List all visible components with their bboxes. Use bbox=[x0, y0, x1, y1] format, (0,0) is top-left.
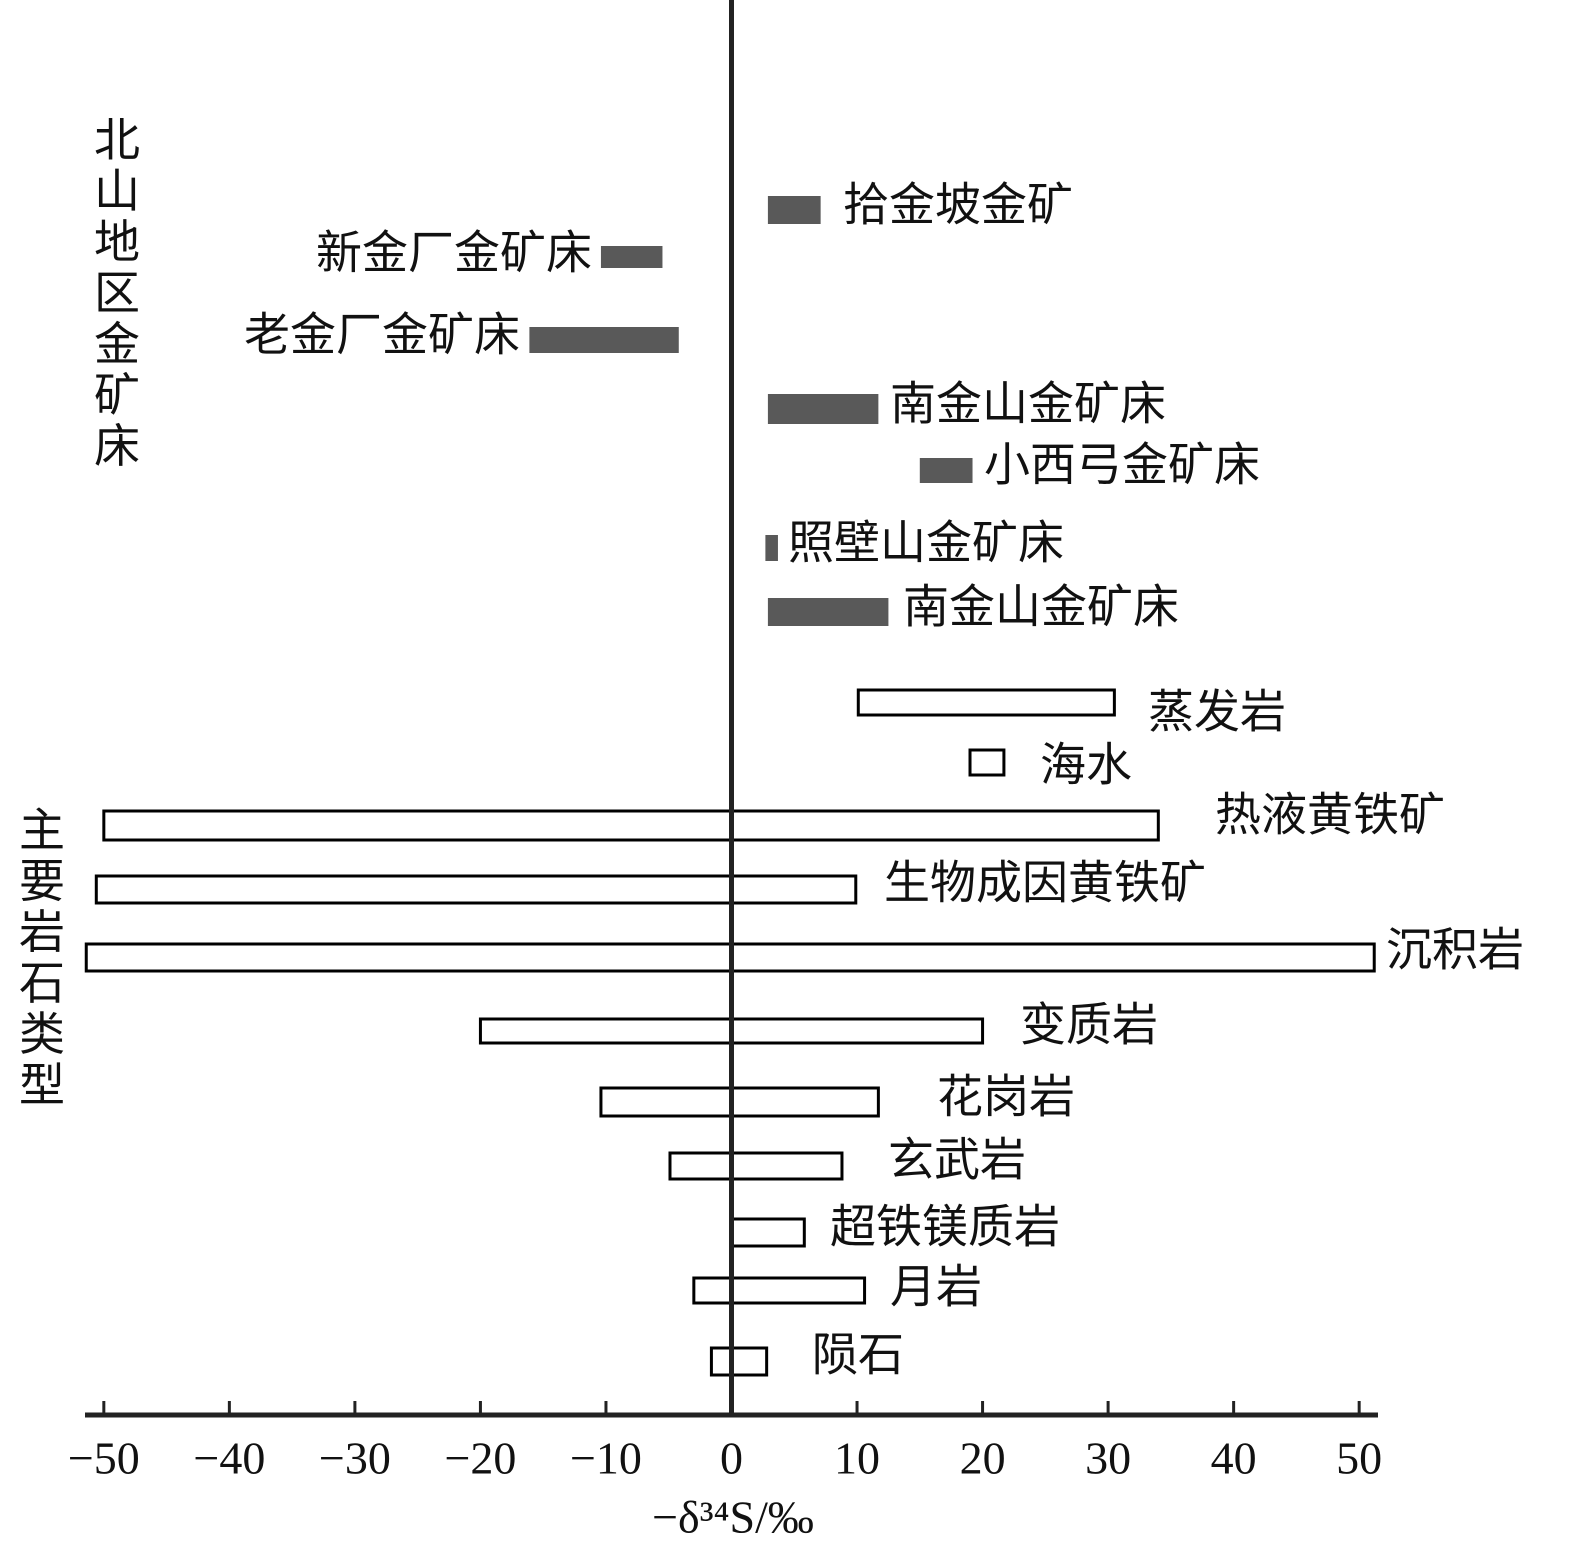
x-tick-label: −20 bbox=[444, 1433, 516, 1484]
x-tick-label: −30 bbox=[319, 1433, 391, 1484]
bar-label: 月岩 bbox=[890, 1262, 982, 1313]
bar-label: 拾金坡金矿 bbox=[843, 180, 1073, 231]
x-axis-label: −δ³⁴S/‰ bbox=[652, 1492, 814, 1543]
x-tick-label: −10 bbox=[570, 1433, 642, 1484]
bar-label: 照壁山金矿床 bbox=[788, 518, 1064, 569]
range-bar bbox=[767, 394, 879, 424]
bar-label: 南金山金矿床 bbox=[890, 379, 1166, 430]
bar-label: 热液黄铁矿 bbox=[1215, 790, 1445, 841]
bar-label: 生物成因黄铁矿 bbox=[884, 858, 1206, 909]
bar-label: 变质岩 bbox=[1020, 1000, 1158, 1051]
x-tick-label: −40 bbox=[193, 1433, 265, 1484]
range-bar bbox=[856, 688, 1116, 717]
range-bar bbox=[600, 246, 663, 268]
x-tick-label: 0 bbox=[720, 1433, 743, 1484]
group-label: 北山地区金矿床 bbox=[94, 115, 140, 472]
range-bar bbox=[767, 196, 821, 224]
bar-label: 老金厂金矿床 bbox=[244, 310, 520, 361]
bar-label: 南金山金矿床 bbox=[903, 582, 1179, 633]
bar-label: 玄武岩 bbox=[888, 1135, 1026, 1186]
range-bar bbox=[767, 598, 889, 626]
range-bar bbox=[668, 1151, 844, 1181]
bar-label: 沉积岩 bbox=[1386, 925, 1524, 976]
bar-label: 新金厂金矿床 bbox=[316, 228, 592, 279]
x-tick-label: −50 bbox=[68, 1433, 140, 1484]
bar-label: 小西弓金矿床 bbox=[984, 440, 1260, 491]
bar-label: 陨石 bbox=[812, 1330, 904, 1381]
range-bar bbox=[102, 809, 1160, 842]
range-bar bbox=[919, 458, 973, 483]
range-bar bbox=[692, 1276, 867, 1305]
x-tick-label: 30 bbox=[1085, 1433, 1131, 1484]
range-bar bbox=[529, 327, 679, 353]
range-bar bbox=[730, 1217, 806, 1248]
x-tick-label: 10 bbox=[834, 1433, 880, 1484]
bar-label: 花岗岩 bbox=[937, 1072, 1075, 1123]
range-bar bbox=[765, 535, 778, 561]
bar-label: 蒸发岩 bbox=[1148, 687, 1286, 738]
range-bar bbox=[94, 874, 858, 905]
group-label: 主要岩石类型 bbox=[19, 805, 65, 1111]
x-tick-label: 40 bbox=[1211, 1433, 1257, 1484]
range-bar bbox=[709, 1346, 769, 1377]
bar-label: 超铁镁质岩 bbox=[830, 1202, 1060, 1253]
bar-label: 海水 bbox=[1040, 740, 1132, 791]
x-tick-label: 20 bbox=[960, 1433, 1006, 1484]
range-bar bbox=[968, 748, 1006, 777]
x-tick-label: 50 bbox=[1336, 1433, 1382, 1484]
range-bar bbox=[599, 1086, 880, 1118]
